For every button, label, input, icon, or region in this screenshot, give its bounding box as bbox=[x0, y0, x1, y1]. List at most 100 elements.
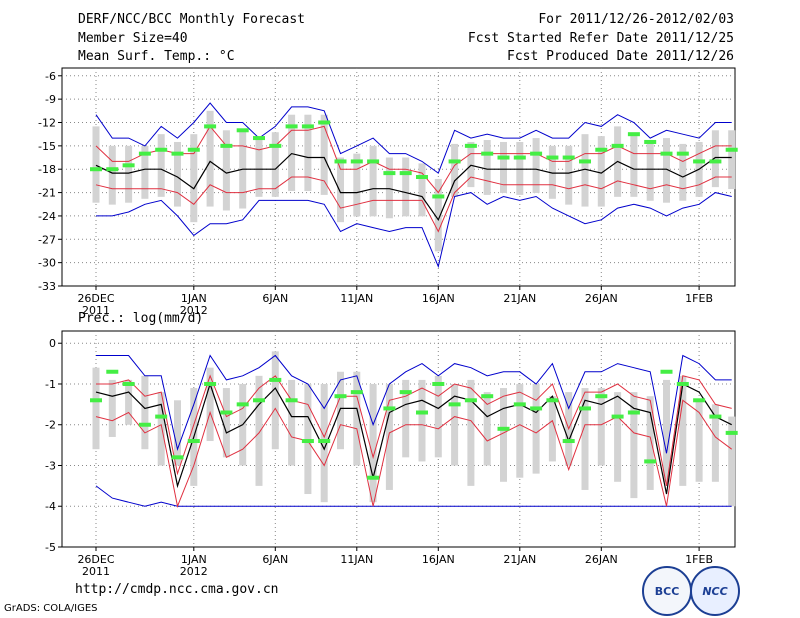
member-range-bar bbox=[369, 383, 377, 503]
member-range-bar bbox=[141, 375, 149, 450]
chart-title: DERF/NCC/BCC Monthly Forecast bbox=[78, 12, 305, 27]
y-tick-label: -9 bbox=[45, 93, 56, 106]
member-range-bar bbox=[174, 400, 181, 466]
variable-label: Mean Surf. Temp.: °C bbox=[78, 49, 235, 64]
observed-marker bbox=[725, 147, 738, 152]
x-tick-year: 2012 bbox=[180, 565, 208, 578]
member-range-bar bbox=[125, 145, 133, 203]
series-lower-line bbox=[95, 399, 732, 508]
y-tick-label: -2 bbox=[45, 419, 56, 432]
member-range-bar bbox=[418, 163, 426, 217]
member-range-bar bbox=[222, 130, 230, 211]
member-range-bar bbox=[451, 143, 459, 197]
y-tick-label: -3 bbox=[45, 459, 56, 472]
series-lower-line bbox=[95, 176, 732, 233]
series-min-line bbox=[95, 485, 732, 507]
member-range-bar bbox=[271, 351, 279, 450]
member-range-bar bbox=[597, 136, 605, 207]
series-min-line bbox=[96, 192, 732, 269]
member-range-bar bbox=[418, 379, 426, 462]
x-tick-label: 21JAN bbox=[503, 292, 536, 305]
member-range-bar bbox=[141, 145, 149, 199]
observed-marker bbox=[416, 175, 428, 179]
y-tick-label: -4 bbox=[45, 500, 56, 513]
observed-marker bbox=[464, 143, 477, 148]
observed-marker bbox=[676, 381, 689, 386]
member-range-bar bbox=[663, 138, 670, 203]
observed-marker bbox=[725, 430, 738, 435]
member-range-bar bbox=[434, 375, 442, 458]
member-range-bar bbox=[532, 383, 540, 474]
member-range-bar bbox=[565, 145, 573, 205]
observed-marker bbox=[122, 163, 135, 168]
member-range-bar bbox=[353, 153, 361, 217]
observed-marker bbox=[90, 167, 102, 172]
member-range-bar bbox=[597, 388, 605, 466]
member-range-bar bbox=[157, 392, 165, 466]
member-range-bar bbox=[402, 379, 410, 458]
member-range-bar bbox=[467, 379, 475, 486]
forecast-period: For 2011/12/26-2012/02/03 bbox=[538, 12, 734, 27]
x-tick-label: 11JAN bbox=[340, 553, 373, 566]
observed-marker bbox=[204, 124, 217, 129]
observed-marker bbox=[627, 132, 640, 137]
precip-panel-title: Prec.: log(mm/d) bbox=[78, 311, 204, 326]
member-range-bar bbox=[679, 143, 687, 201]
observed-marker bbox=[138, 151, 151, 156]
observed-marker bbox=[269, 377, 282, 382]
member-range-bar bbox=[255, 140, 263, 197]
member-range-bar bbox=[434, 178, 442, 252]
observed-marker bbox=[171, 151, 184, 156]
member-range-bar bbox=[646, 141, 654, 201]
member-range-bar bbox=[369, 145, 377, 217]
member-range-bar bbox=[581, 388, 589, 490]
x-tick-label: 16JAN bbox=[422, 292, 455, 305]
x-tick-label: 11JAN bbox=[340, 292, 373, 305]
observed-marker bbox=[236, 128, 249, 133]
x-tick-label: 26DEC bbox=[77, 292, 114, 305]
observed-marker bbox=[334, 159, 347, 164]
observed-marker bbox=[676, 151, 689, 156]
observed-marker bbox=[155, 414, 168, 419]
observed-marker bbox=[220, 143, 233, 148]
observed-marker bbox=[530, 151, 543, 156]
observed-marker bbox=[497, 155, 510, 160]
ncc-logo: NCC bbox=[690, 566, 740, 616]
member-range-bar bbox=[614, 392, 622, 482]
source-url[interactable]: http://cmdp.ncc.cma.gov.cn bbox=[75, 582, 279, 597]
series-max-line bbox=[96, 354, 732, 454]
observed-marker bbox=[660, 151, 673, 156]
observed-marker bbox=[350, 390, 363, 395]
observed-marker bbox=[253, 136, 265, 141]
observed-marker bbox=[546, 155, 559, 160]
observed-marker bbox=[546, 398, 559, 403]
member-range-bar bbox=[222, 388, 230, 458]
observed-marker bbox=[236, 402, 249, 407]
observed-marker bbox=[334, 394, 347, 399]
observed-marker bbox=[562, 155, 575, 160]
member-range-bar bbox=[92, 367, 100, 450]
series-upper-line bbox=[96, 374, 732, 486]
member-range-bar bbox=[516, 383, 524, 478]
member-size: Member Size=40 bbox=[78, 31, 188, 46]
observed-marker bbox=[155, 147, 168, 152]
observed-marker bbox=[611, 414, 624, 419]
observed-marker bbox=[399, 171, 412, 176]
member-range-bar bbox=[646, 396, 654, 490]
member-range-bar bbox=[548, 396, 556, 462]
observed-marker bbox=[530, 406, 543, 411]
x-tick-label: 6JAN bbox=[262, 553, 288, 566]
x-tick-label: 26JAN bbox=[585, 292, 618, 305]
observed-marker bbox=[204, 381, 217, 386]
member-range-bar bbox=[483, 392, 491, 466]
observed-marker bbox=[122, 381, 135, 386]
x-tick-year: 2011 bbox=[82, 304, 110, 317]
observed-marker bbox=[220, 410, 233, 415]
x-tick-label: 26DEC bbox=[77, 553, 114, 566]
observed-marker bbox=[595, 394, 608, 399]
observed-marker bbox=[709, 159, 722, 164]
x-tick-label: 21JAN bbox=[503, 553, 536, 566]
observed-marker bbox=[513, 402, 526, 407]
observed-marker bbox=[138, 422, 151, 427]
observed-marker bbox=[579, 406, 591, 411]
